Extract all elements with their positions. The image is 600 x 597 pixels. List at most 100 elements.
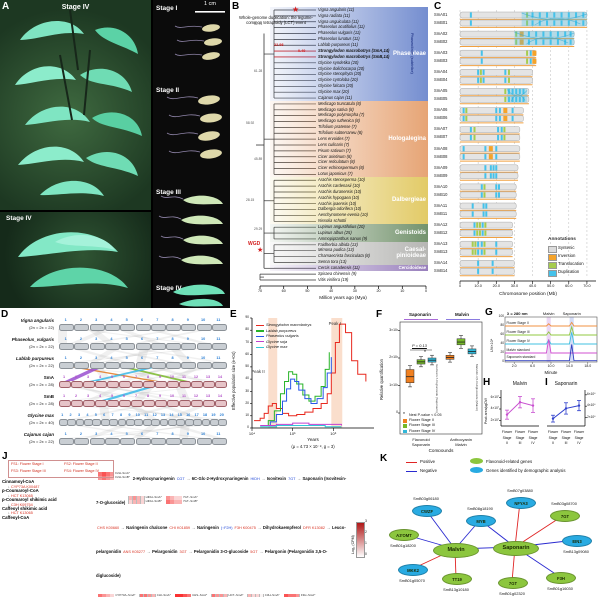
colorbar-title: Log₂ (CPM) xyxy=(351,535,355,554)
fs-legend-box: FS1: Flower Stage I FS2: Flower Stage II F… xyxy=(8,460,114,478)
wgd-star-icon: ★ xyxy=(257,246,264,254)
legend-flavonoid-ellipse xyxy=(470,458,483,464)
annotations-legend-title: Annotations xyxy=(548,237,576,242)
chromosome-block xyxy=(100,419,110,426)
wavelength-label: λ = 280 nm xyxy=(507,311,528,316)
x-category: Flower xyxy=(527,430,539,434)
species-tip: Phaseolus lunatus (11) xyxy=(318,36,360,42)
gene-id-label: SmB08g18190 xyxy=(467,506,493,511)
y-tick: 100 xyxy=(498,314,504,319)
compound: 2-Hydroxynaringenin xyxy=(132,476,175,481)
gene-id-label: SmB13g10180 xyxy=(443,587,469,592)
species-tip: Vigna angularis (11) xyxy=(318,6,355,12)
gene-id-label: SmB01g05070 xyxy=(399,578,425,583)
karyotype-formula: (2n = 2x = 28) xyxy=(29,381,54,387)
chromosome-block xyxy=(181,343,197,350)
species-tip: Trifolium subterraneu (8) xyxy=(318,130,363,136)
karyotype-species-name: Phaseolus_vulgaris xyxy=(11,337,54,342)
species-tip: Medicago polymorpha (7) xyxy=(318,112,365,118)
y-tick: 60 xyxy=(245,351,249,356)
saponarin-header: Saponarin xyxy=(409,312,432,317)
chromosome-block xyxy=(118,400,132,407)
species-tip: Spiraea chinensis (9) xyxy=(318,270,357,276)
species-tip: Phaseolus acutifolius (11) xyxy=(318,24,365,30)
chromosome-number: 7 xyxy=(156,356,159,360)
chromosome-number: 15 xyxy=(177,413,182,417)
species-tip: Trifolium pratense (7) xyxy=(318,124,357,130)
chromosome-number: 5 xyxy=(125,318,128,322)
legend-species: Glycine soja xyxy=(266,338,288,344)
fs-legend-item: FS4: Flower Stage IV xyxy=(64,468,100,473)
species-tip: Arachis cardenasii (10) xyxy=(318,182,360,188)
y-tick: 3×10² xyxy=(389,327,398,332)
y-tick: 80 xyxy=(245,327,249,332)
panel-c-chromosomes: C SmA01 SmB01 SmA02 SmB02 SmA03 SmB03 SmA04 SmB0… xyxy=(430,0,600,308)
chromosome-number: 6 xyxy=(140,432,144,436)
chromosome-block xyxy=(89,362,105,369)
legend-label: Translocation xyxy=(558,261,584,266)
compound: Pelargonidin 3-O-glucoside xyxy=(193,549,249,554)
species-tip: Vigna unguiculata (11) xyxy=(318,18,359,24)
chromosome-number: 1 xyxy=(64,318,67,322)
species-tip: Chamaecrista fasciculata (8) xyxy=(318,253,370,259)
chromosome-block xyxy=(168,419,177,426)
enzyme: ↓ HCT K13065 xyxy=(8,511,33,516)
chromosome-number: 6 xyxy=(103,413,106,417)
chromosome-number: 9 xyxy=(186,356,189,360)
expression-heatmap: CYP73A–SmA*CYP73A–SmB* xyxy=(98,593,135,597)
position-axis-tick: 0 xyxy=(458,284,462,288)
y-tick: 40 xyxy=(500,341,504,346)
chromosome-number: 9 xyxy=(158,375,162,379)
chromosome-block xyxy=(118,381,132,388)
position-axis-tick: 20.0 xyxy=(492,284,500,288)
saponarin-header-line xyxy=(404,319,438,321)
enzyme: DFR K13082 xyxy=(303,526,325,530)
chromosome-block xyxy=(190,381,204,388)
y-tick: 20 xyxy=(500,350,504,355)
chromosome-block xyxy=(58,419,68,426)
chromosome-number: 16 xyxy=(186,413,191,417)
chromosome-block xyxy=(150,324,166,331)
compound-category: Saponarin xyxy=(411,442,431,447)
chromosome-label: SmA12 xyxy=(434,221,448,227)
trend-title: Malvin xyxy=(512,381,528,387)
legend-swatch xyxy=(548,270,557,277)
legend-demographic-label: Genes identified by demographic analysis xyxy=(486,467,566,473)
chromosome-number: 2 xyxy=(79,356,82,360)
chromosome-number: 11 xyxy=(181,394,186,398)
clade-band-Hologalegina xyxy=(270,100,428,178)
clade-label: Cercidoideae xyxy=(398,264,426,270)
legend-positive-line xyxy=(406,462,417,464)
chromosome-block xyxy=(184,419,194,426)
peak-1-label: Peak I xyxy=(328,321,341,326)
chromosome-block xyxy=(166,362,182,369)
malvin-header: Malvin xyxy=(455,312,470,317)
chromosome-number: 10 xyxy=(200,432,206,436)
pathway-chain: CHS K00660 → Naringenin chalcone CHI K01859… xyxy=(96,525,346,578)
legend-line xyxy=(256,335,264,337)
chromosome-block xyxy=(75,419,85,426)
stage-caption-closeup: Stage IV xyxy=(6,215,32,222)
chromosome-number: 5 xyxy=(125,356,128,360)
species-tip: Strongylodon macrobotrys (SmA,14) xyxy=(318,47,390,53)
trace-label: Flower Stage III xyxy=(506,329,530,334)
x-tick: 2.0 xyxy=(511,364,517,368)
chromosome-block xyxy=(74,324,90,331)
panel-g-label: G xyxy=(485,307,493,318)
x-category: Stage xyxy=(515,435,525,440)
panel-d-synteny: D Vigna angularis (2n = 2x = 22) 1 2 3 4 5 6 7 8 9 1… xyxy=(0,306,228,452)
chromosome-number: 4 xyxy=(110,318,113,322)
compound: Leuco-pelargonidin xyxy=(96,525,346,554)
jade-flower-art xyxy=(15,9,142,196)
chromosome-block xyxy=(166,324,182,331)
chromosome-block xyxy=(126,419,135,426)
y-tick: 1×10² xyxy=(389,382,398,387)
chromosome-block xyxy=(67,419,76,426)
panel-b-label: B xyxy=(232,1,240,12)
compound: Naringenin chalcone xyxy=(126,525,168,530)
chromosome-block xyxy=(142,419,152,426)
x-axis-label: Years xyxy=(307,437,319,442)
species-tip: Arachis ipaensis (10) xyxy=(318,200,357,206)
chromosome-number: 8 xyxy=(171,337,174,341)
colorbar-tick: 1 xyxy=(365,541,367,545)
